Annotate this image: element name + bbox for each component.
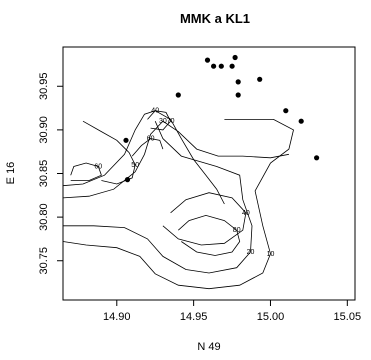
x-tick-label: 14.90 xyxy=(103,311,131,323)
contour-line-80 xyxy=(178,214,241,256)
x-axis-label: N 49 xyxy=(197,341,220,353)
data-point xyxy=(204,57,211,63)
contour-line-60 xyxy=(70,162,102,181)
y-tick-label: 30.85 xyxy=(38,160,50,188)
contour-line-40 xyxy=(62,110,225,205)
y-tick-label: 30.80 xyxy=(38,203,50,231)
data-point xyxy=(298,118,304,124)
data-point xyxy=(232,54,238,61)
contour-line-20 xyxy=(63,121,253,274)
contour-line-60 xyxy=(131,138,164,157)
points-layer xyxy=(123,54,320,183)
contour-label: 60 xyxy=(94,164,102,171)
plot-frame xyxy=(62,46,356,301)
y-tick-label: 30.75 xyxy=(38,247,50,275)
y-tick-label: 30.90 xyxy=(38,116,50,144)
x-tick-label: 15.00 xyxy=(257,311,285,323)
contour-label: 60 xyxy=(147,136,155,143)
contour-line-30 xyxy=(62,120,289,199)
contour-line-50 xyxy=(82,120,136,185)
data-point xyxy=(124,177,131,183)
contour-label: 50 xyxy=(131,162,139,169)
contour-label: 30 xyxy=(159,118,167,125)
y-tick-label: 30.95 xyxy=(38,72,50,100)
data-point xyxy=(235,92,241,98)
data-point xyxy=(257,76,263,82)
data-point xyxy=(314,155,320,161)
contour-line-10 xyxy=(62,119,294,290)
data-point xyxy=(175,92,181,98)
data-point xyxy=(283,108,289,114)
contour-line-40 xyxy=(162,192,247,246)
data-point xyxy=(211,63,217,69)
y-axis: 30.75 30.80 30.85 30.90 30.95 xyxy=(38,72,63,275)
x-tick-label: 14.95 xyxy=(180,311,208,323)
chart-title: MMK a KL1 xyxy=(180,11,250,26)
data-point xyxy=(123,137,129,143)
contour-label: 80 xyxy=(233,227,241,234)
x-axis: 14.90 14.95 15.00 15.05 xyxy=(103,300,361,323)
contour-label: 70 xyxy=(167,118,175,125)
data-point xyxy=(229,63,235,69)
contour-label: 40 xyxy=(242,210,250,217)
contour-line-70 xyxy=(147,110,172,131)
data-point xyxy=(218,63,224,69)
y-axis-label: E 16 xyxy=(5,162,17,185)
contour-label: 20 xyxy=(247,249,255,256)
x-tick-label: 15.05 xyxy=(334,311,362,323)
contour-label: 10 xyxy=(267,251,275,258)
data-point xyxy=(235,79,241,85)
